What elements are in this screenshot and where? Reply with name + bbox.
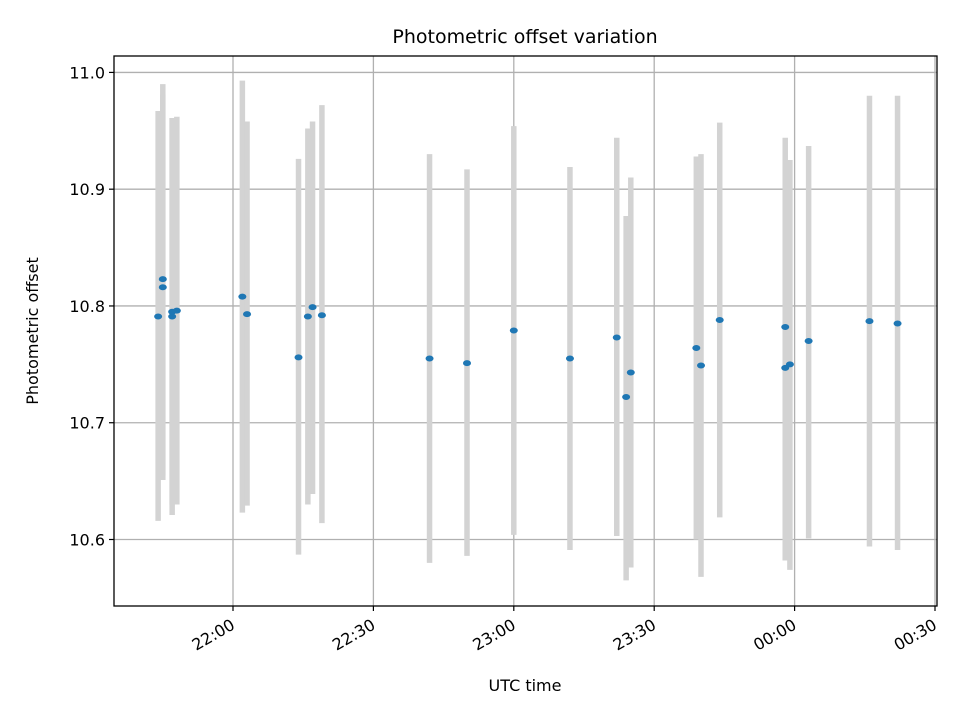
data-points xyxy=(154,276,902,401)
y-tick-label: 10.9 xyxy=(69,180,105,199)
y-tick-label: 11.0 xyxy=(69,63,105,82)
data-point xyxy=(158,284,167,291)
y-axis-ticks: 10.6 10.7 10.8 10.9 11.0 xyxy=(69,63,114,550)
data-point xyxy=(565,355,574,362)
data-point xyxy=(697,362,705,369)
y-tick-label: 10.8 xyxy=(69,297,105,316)
chart-title: Photometric offset variation xyxy=(392,26,657,48)
x-tick-label: 22:00 xyxy=(189,615,238,655)
plot-background xyxy=(114,56,937,606)
data-point xyxy=(303,313,312,320)
data-point xyxy=(626,369,635,376)
data-point xyxy=(804,337,813,344)
data-point xyxy=(168,313,177,320)
data-point xyxy=(893,320,902,327)
data-point xyxy=(154,313,163,320)
data-point xyxy=(317,312,326,319)
data-point xyxy=(238,293,247,300)
x-axis-ticks: 22:00 22:30 23:00 23:30 00:00 00:30 xyxy=(189,606,940,655)
data-point xyxy=(425,355,434,362)
data-point xyxy=(715,316,724,323)
y-tick-label: 10.7 xyxy=(69,414,105,433)
data-point xyxy=(785,361,794,368)
data-point xyxy=(243,311,252,318)
data-point xyxy=(622,394,631,401)
plot-frame xyxy=(113,55,938,607)
x-tick-label: 23:30 xyxy=(610,615,659,655)
data-point xyxy=(308,304,317,311)
x-tick-label: 23:00 xyxy=(469,615,518,655)
data-point xyxy=(463,360,471,367)
data-point xyxy=(781,323,790,330)
data-point xyxy=(692,344,701,351)
y-axis-label: Photometric offset xyxy=(23,257,42,405)
data-point xyxy=(865,318,874,325)
x-tick-label: 00:30 xyxy=(891,615,940,655)
data-point xyxy=(158,276,167,283)
data-point xyxy=(294,354,303,361)
data-point xyxy=(509,327,518,334)
x-tick-label: 22:30 xyxy=(329,615,378,655)
data-point xyxy=(612,334,621,341)
x-axis-label: UTC time xyxy=(489,676,562,695)
data-point xyxy=(172,307,181,314)
x-tick-label: 00:00 xyxy=(750,615,799,655)
y-tick-label: 10.6 xyxy=(69,531,105,550)
